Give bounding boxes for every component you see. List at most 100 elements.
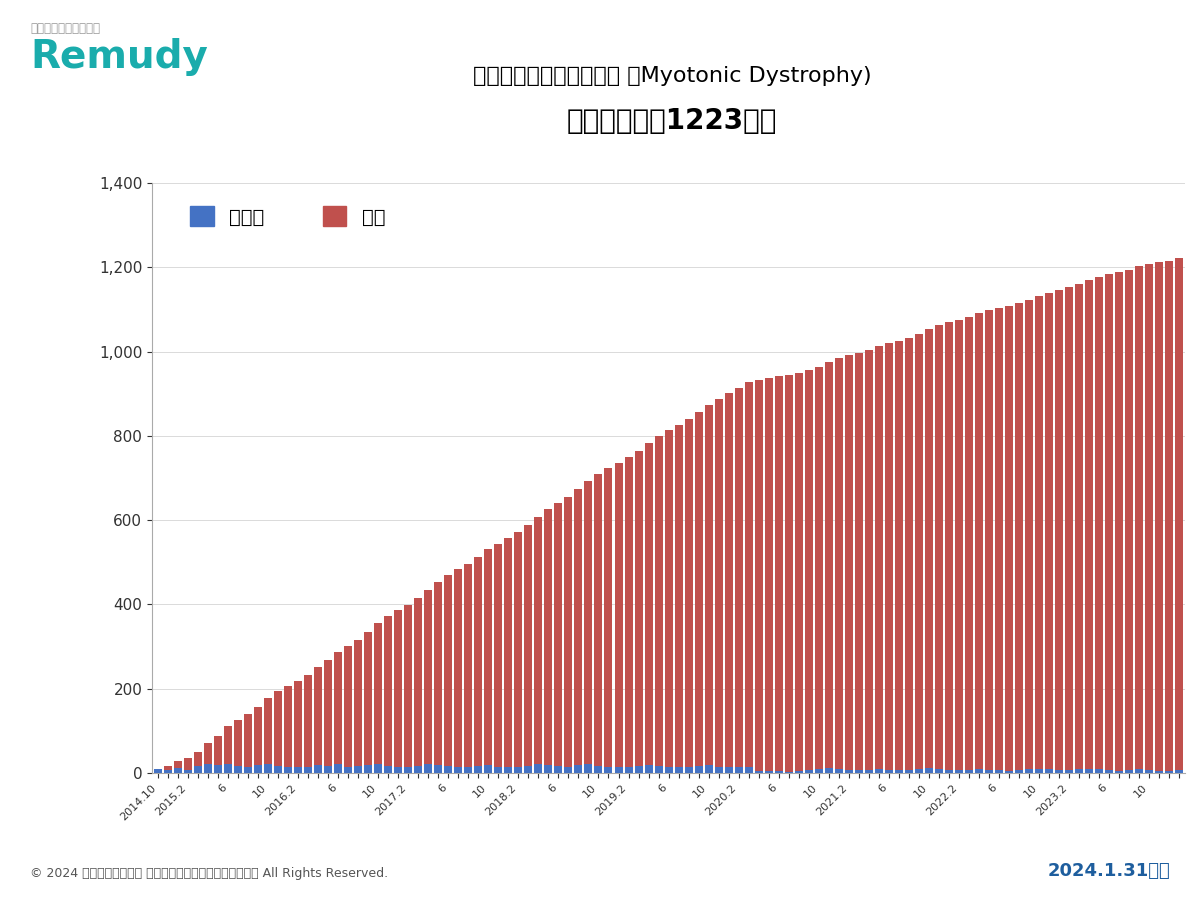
Bar xyxy=(935,326,943,773)
Bar xyxy=(524,766,533,773)
Bar xyxy=(1004,306,1013,773)
Bar xyxy=(554,503,563,773)
Bar xyxy=(1045,770,1052,773)
Bar xyxy=(1055,770,1063,773)
Bar xyxy=(524,526,533,773)
Bar xyxy=(1015,770,1022,773)
Bar xyxy=(504,538,512,773)
Bar xyxy=(194,766,202,773)
Bar xyxy=(1115,273,1123,773)
Bar xyxy=(234,720,242,773)
Bar xyxy=(1034,296,1043,773)
Bar xyxy=(845,356,853,773)
Bar xyxy=(305,767,312,773)
Bar xyxy=(635,766,642,773)
Bar xyxy=(1165,260,1172,773)
Bar xyxy=(605,767,612,773)
Bar xyxy=(714,767,722,773)
Bar xyxy=(554,766,563,773)
Bar xyxy=(1105,274,1112,773)
Bar xyxy=(845,770,853,773)
Bar xyxy=(594,766,602,773)
Bar xyxy=(504,768,512,773)
Bar xyxy=(275,766,282,773)
Bar xyxy=(985,770,992,773)
Bar xyxy=(1015,303,1022,773)
Bar xyxy=(474,766,482,773)
Bar xyxy=(1034,769,1043,773)
Bar xyxy=(805,371,812,773)
Bar xyxy=(1145,770,1153,773)
Bar xyxy=(154,769,162,773)
Bar xyxy=(835,769,842,773)
Bar xyxy=(965,770,973,773)
Bar xyxy=(624,768,632,773)
Bar xyxy=(865,770,872,773)
Bar xyxy=(594,474,602,773)
Bar xyxy=(775,771,782,773)
Bar xyxy=(174,761,182,773)
Bar xyxy=(264,764,272,773)
Legend: 月別数, 総数: 月別数, 総数 xyxy=(182,199,392,235)
Bar xyxy=(455,570,462,773)
Bar xyxy=(534,764,542,773)
Bar xyxy=(734,768,743,773)
Bar xyxy=(384,616,392,773)
Bar xyxy=(914,334,923,773)
Bar xyxy=(384,766,392,773)
Bar xyxy=(895,340,902,773)
Bar xyxy=(444,766,452,773)
Bar xyxy=(674,768,683,773)
Bar xyxy=(584,764,593,773)
Bar xyxy=(494,767,503,773)
Bar xyxy=(314,667,323,773)
Bar xyxy=(455,767,462,773)
Bar xyxy=(704,405,713,773)
Text: 登録依頼数（1223人）: 登録依頼数（1223人） xyxy=(566,107,778,136)
Bar xyxy=(654,436,662,773)
Bar xyxy=(1175,770,1183,773)
Bar xyxy=(665,767,672,773)
Bar xyxy=(854,770,863,773)
Bar xyxy=(584,481,593,773)
Bar xyxy=(714,399,722,773)
Bar xyxy=(905,770,913,773)
Bar xyxy=(224,726,232,773)
Bar xyxy=(815,366,823,773)
Bar xyxy=(1165,771,1172,773)
Bar xyxy=(1055,290,1063,773)
Bar xyxy=(564,497,572,773)
Bar xyxy=(515,532,522,773)
Bar xyxy=(875,769,883,773)
Bar xyxy=(184,770,192,773)
Bar xyxy=(275,691,282,773)
Bar xyxy=(704,765,713,773)
Bar xyxy=(474,557,482,773)
Bar xyxy=(925,768,932,773)
Bar xyxy=(425,764,432,773)
Bar xyxy=(1094,770,1103,773)
Bar xyxy=(695,412,702,773)
Bar xyxy=(404,768,413,773)
Bar xyxy=(965,317,973,773)
Bar xyxy=(324,766,332,773)
Bar xyxy=(775,376,782,773)
Bar xyxy=(1085,769,1093,773)
Bar xyxy=(764,771,773,773)
Bar xyxy=(414,766,422,773)
Bar xyxy=(974,769,983,773)
Text: 筋強直性ジストロフィー （Myotonic Dystrophy): 筋強直性ジストロフィー （Myotonic Dystrophy) xyxy=(473,67,871,86)
Bar xyxy=(194,752,202,773)
Bar xyxy=(444,575,452,773)
Text: Remudy: Remudy xyxy=(30,38,208,76)
Bar xyxy=(944,770,953,773)
Bar xyxy=(354,640,362,773)
Bar xyxy=(414,598,422,773)
Bar xyxy=(684,767,692,773)
Bar xyxy=(244,768,252,773)
Text: 神経・筋疾患患者登録: 神経・筋疾患患者登録 xyxy=(30,22,100,35)
Bar xyxy=(835,358,842,773)
Bar xyxy=(785,771,793,773)
Bar xyxy=(1085,280,1093,773)
Bar xyxy=(344,768,353,773)
